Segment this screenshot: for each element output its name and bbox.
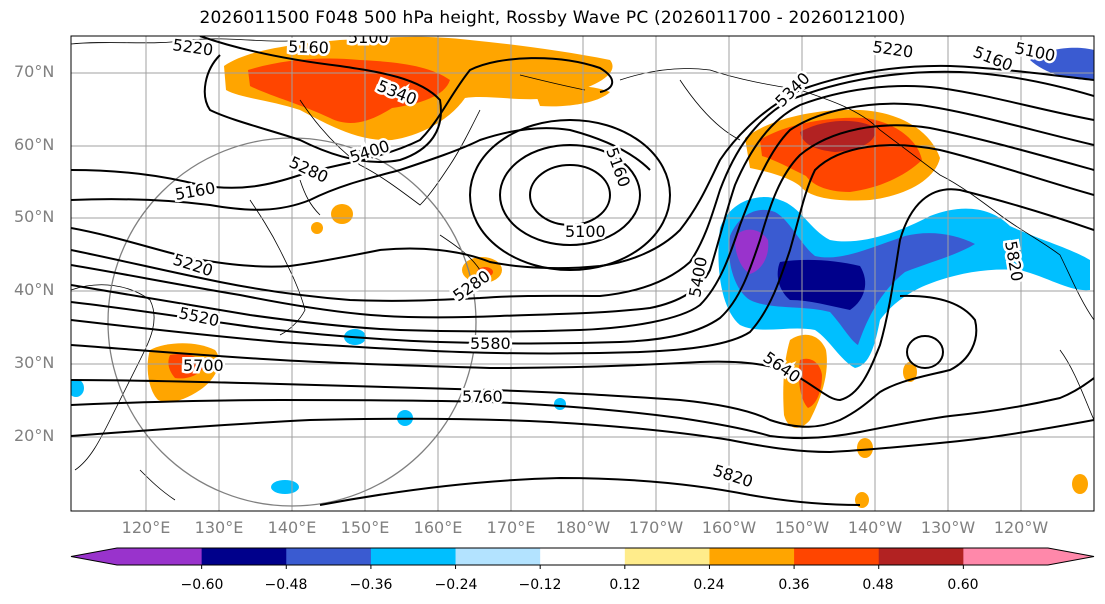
map-title: 2026011500 F048 500 hPa height, Rossby W… — [199, 8, 906, 28]
colorbar-segment — [709, 548, 795, 565]
lon-label: 170°W — [628, 518, 684, 537]
map-border — [70, 35, 1095, 512]
colorbar-tick-label: −0.12 — [518, 577, 562, 593]
positive-anomaly-core — [168, 354, 205, 379]
positive-anomaly-core — [760, 117, 922, 192]
positive-anomaly-core — [477, 267, 493, 277]
colorbar-segment — [286, 548, 372, 565]
lon-label: 150°W — [774, 518, 830, 537]
contour-label: 5760 — [462, 387, 503, 406]
negative-anomaly-region — [718, 197, 1090, 368]
lat-label: 30°N — [14, 353, 55, 372]
contour-label: 5100 — [348, 28, 389, 47]
lat-label: 40°N — [14, 280, 55, 299]
positive-anomaly-region — [857, 438, 873, 458]
colorbar-tick-label: 0.36 — [778, 577, 810, 593]
lon-label: 160°E — [413, 518, 463, 537]
lat-label: 50°N — [14, 207, 55, 226]
colorbar-tick-label: −0.24 — [434, 577, 478, 593]
negative-anomaly-region — [554, 398, 566, 410]
negative-anomaly-region — [271, 480, 299, 494]
height-contours — [71, 36, 1094, 506]
contour-label: 5100 — [565, 222, 606, 241]
colorbar-tick-label: 0.24 — [693, 577, 725, 593]
lon-label: 140°E — [267, 518, 317, 537]
contour-label: 5580 — [470, 334, 511, 353]
contour-label: 5160 — [288, 37, 329, 57]
colorbar-tick-label: −0.60 — [180, 577, 224, 593]
colorbar-segment — [794, 548, 880, 565]
lon-label: 160°W — [701, 518, 757, 537]
colorbar-tick-label: −0.48 — [264, 577, 308, 593]
negative-anomaly-region — [71, 379, 84, 397]
colorbar-extend-max — [1048, 548, 1094, 565]
colorbar-outline — [70, 547, 1095, 566]
colorbar-tick-label: 0.60 — [947, 577, 979, 593]
lat-label: 60°N — [14, 135, 55, 154]
colorbar-segment — [117, 548, 203, 565]
colorbar-segment — [455, 548, 541, 565]
colorbar-segment — [540, 548, 626, 565]
colorbar-extend-min — [71, 548, 117, 565]
negative-anomaly-region — [1030, 47, 1094, 80]
positive-anomaly-region — [903, 362, 917, 382]
positive-anomaly-region — [311, 222, 323, 234]
colorbar-segment — [963, 548, 1049, 565]
colorbar-tick-label: −0.36 — [349, 577, 393, 593]
lon-label: 120°E — [121, 518, 171, 537]
colorbar-segment — [201, 548, 287, 565]
colorbar-segment — [370, 548, 457, 565]
lon-label: 150°E — [340, 518, 390, 537]
colorbar-segment — [878, 548, 964, 565]
positive-anomaly-core — [798, 358, 822, 408]
lon-label: 170°E — [486, 518, 536, 537]
colorbar-tick-label: 0.12 — [609, 577, 641, 593]
lon-label: 130°E — [194, 518, 244, 537]
positive-anomaly-region — [535, 86, 610, 107]
positive-anomaly-core — [248, 58, 450, 123]
lat-label: 20°N — [14, 426, 55, 445]
contour-label: 5700 — [183, 356, 224, 375]
positive-anomaly-region — [1072, 474, 1088, 494]
lat-label: 70°N — [14, 62, 55, 81]
lon-label: 130°W — [920, 518, 976, 537]
lon-label: 140°W — [847, 518, 903, 537]
positive-anomaly-region — [331, 204, 353, 224]
colorbar-segment — [624, 548, 710, 565]
lon-label: 120°W — [993, 518, 1049, 537]
colorbar-tick-label: 0.48 — [862, 577, 894, 593]
colorbar — [70, 547, 1095, 569]
lon-label: 180°W — [555, 518, 611, 537]
negative-anomaly-max — [777, 259, 866, 310]
